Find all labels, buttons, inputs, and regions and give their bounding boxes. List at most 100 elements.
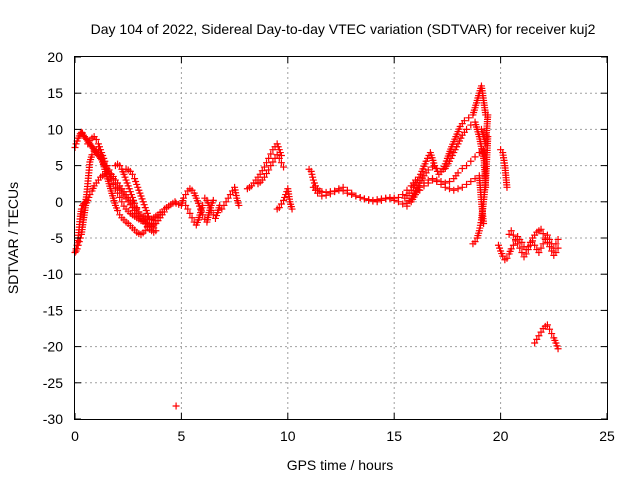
- data-point: [537, 225, 545, 233]
- data-point: [454, 185, 462, 193]
- data-point: [77, 205, 85, 213]
- data-point: [475, 149, 483, 157]
- data-point: [339, 187, 347, 195]
- data-point: [141, 227, 149, 235]
- data-point: [184, 205, 192, 213]
- plot-frame: [74, 56, 608, 420]
- data-point: [145, 215, 153, 223]
- data-point: [535, 248, 543, 256]
- data-point: [111, 179, 119, 187]
- data-point: [152, 227, 160, 235]
- data-point: [411, 191, 419, 199]
- data-point: [220, 201, 228, 209]
- data-point: [424, 166, 432, 174]
- data-point: [467, 178, 475, 186]
- data-point: [554, 235, 562, 243]
- data-point: [148, 220, 156, 228]
- data-point: [135, 208, 143, 216]
- outlier-point: [172, 402, 180, 410]
- y-axis-label: SDTVAR / TECUs: [5, 182, 21, 294]
- data-point: [471, 238, 479, 246]
- data-point: [107, 170, 115, 178]
- data-point: [460, 117, 468, 125]
- data-point: [265, 166, 273, 174]
- data-point: [465, 114, 473, 122]
- y-tick-label: 10: [47, 121, 63, 137]
- data-point: [263, 170, 271, 178]
- y-tick-label: 20: [47, 49, 63, 65]
- x-tick-label: 5: [178, 428, 186, 444]
- data-point: [543, 231, 551, 239]
- data-point: [429, 163, 437, 171]
- data-point: [499, 252, 507, 260]
- data-point: [314, 189, 322, 197]
- data-point: [507, 227, 515, 235]
- data-point: [546, 235, 554, 243]
- data-point: [273, 151, 281, 159]
- data-point: [137, 212, 145, 220]
- data-point: [74, 241, 82, 249]
- x-tick-label: 20: [493, 428, 509, 444]
- data-point: [101, 157, 109, 165]
- data-point: [369, 197, 377, 205]
- data-point: [546, 325, 554, 333]
- data-point: [105, 166, 113, 174]
- data-point: [335, 186, 343, 194]
- data-point: [543, 321, 551, 329]
- data-point: [522, 250, 530, 258]
- data-point: [518, 248, 526, 256]
- data-point: [441, 183, 449, 191]
- data-point: [114, 206, 122, 214]
- data-point: [550, 244, 558, 252]
- data-point: [505, 230, 513, 238]
- data-point: [256, 170, 264, 178]
- data-point: [531, 241, 539, 249]
- data-point: [277, 159, 285, 167]
- data-point: [209, 196, 217, 204]
- data-point: [537, 244, 545, 252]
- data-point: [352, 192, 360, 200]
- data-point: [92, 136, 100, 144]
- y-tick-label: -15: [43, 302, 63, 318]
- data-point: [539, 240, 547, 248]
- x-tick-label: 25: [599, 428, 615, 444]
- data-point: [348, 191, 356, 199]
- data-point: [463, 125, 471, 133]
- data-point: [160, 208, 168, 216]
- x-axis-label: GPS time / hours: [287, 457, 394, 473]
- data-point: [503, 254, 511, 262]
- data-point: [446, 178, 454, 186]
- data-point: [484, 111, 492, 119]
- data-point: [467, 157, 475, 165]
- data-point: [186, 209, 194, 217]
- data-point: [535, 332, 543, 340]
- data-point: [188, 214, 196, 222]
- data-point: [420, 182, 428, 190]
- data-point: [280, 163, 288, 171]
- data-point: [103, 162, 111, 170]
- data-point: [390, 194, 398, 202]
- data-point: [288, 205, 296, 213]
- data-point: [356, 193, 364, 201]
- x-tick-label: 0: [71, 428, 79, 444]
- data-point: [399, 200, 407, 208]
- y-tick-label: -20: [43, 339, 63, 355]
- data-point: [128, 170, 136, 178]
- data-point: [503, 183, 511, 191]
- data-point: [277, 200, 285, 208]
- data-point: [267, 162, 275, 170]
- data-point: [471, 153, 479, 161]
- x-tick-label: 15: [386, 428, 402, 444]
- data-point: [109, 175, 117, 183]
- data-point: [75, 238, 83, 246]
- data-point: [139, 216, 147, 224]
- data-point: [260, 163, 268, 171]
- data-point: [199, 201, 207, 209]
- data-point: [260, 173, 268, 181]
- data-point: [458, 183, 466, 191]
- data-point: [433, 178, 441, 186]
- data-point: [524, 246, 532, 254]
- data-point: [88, 151, 96, 159]
- data-point: [275, 204, 283, 212]
- data-point: [265, 154, 273, 162]
